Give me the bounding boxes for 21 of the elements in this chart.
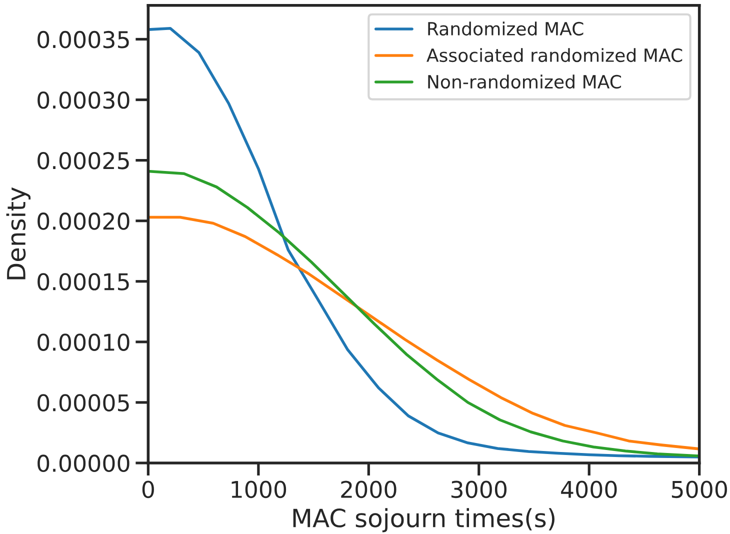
y-tick-label: 0.00035 bbox=[38, 30, 129, 48]
x-tick-label: 0 bbox=[142, 480, 154, 498]
y-axis-title: Density bbox=[6, 187, 31, 280]
y-tick-label: 0.00010 bbox=[38, 334, 130, 351]
legend-label: Associated randomized MAC bbox=[426, 48, 682, 62]
x-tick-label: 5000 bbox=[672, 480, 727, 498]
legend-label: Non-randomized MAC bbox=[428, 74, 622, 89]
line-series bbox=[148, 216, 700, 450]
line-series bbox=[148, 170, 700, 458]
y-tick-label: 0.00025 bbox=[38, 152, 129, 170]
y-tick-label: 0.00030 bbox=[38, 91, 130, 109]
y-tick-label: 0.00015 bbox=[38, 273, 129, 290]
x-tick-label: 1000 bbox=[232, 480, 286, 498]
x-tick-label: 4000 bbox=[561, 480, 617, 498]
y-tick-label: 0.00000 bbox=[38, 454, 130, 472]
x-tick-label: 3000 bbox=[451, 480, 507, 498]
y-tick-label: 0.00020 bbox=[38, 212, 130, 230]
y-tick-label: 0.00005 bbox=[38, 394, 129, 412]
legend-label: Randomized MAC bbox=[428, 22, 584, 36]
x-axis-title: MAC sojourn times(s) bbox=[293, 508, 554, 532]
x-tick-label: 2000 bbox=[341, 480, 396, 498]
